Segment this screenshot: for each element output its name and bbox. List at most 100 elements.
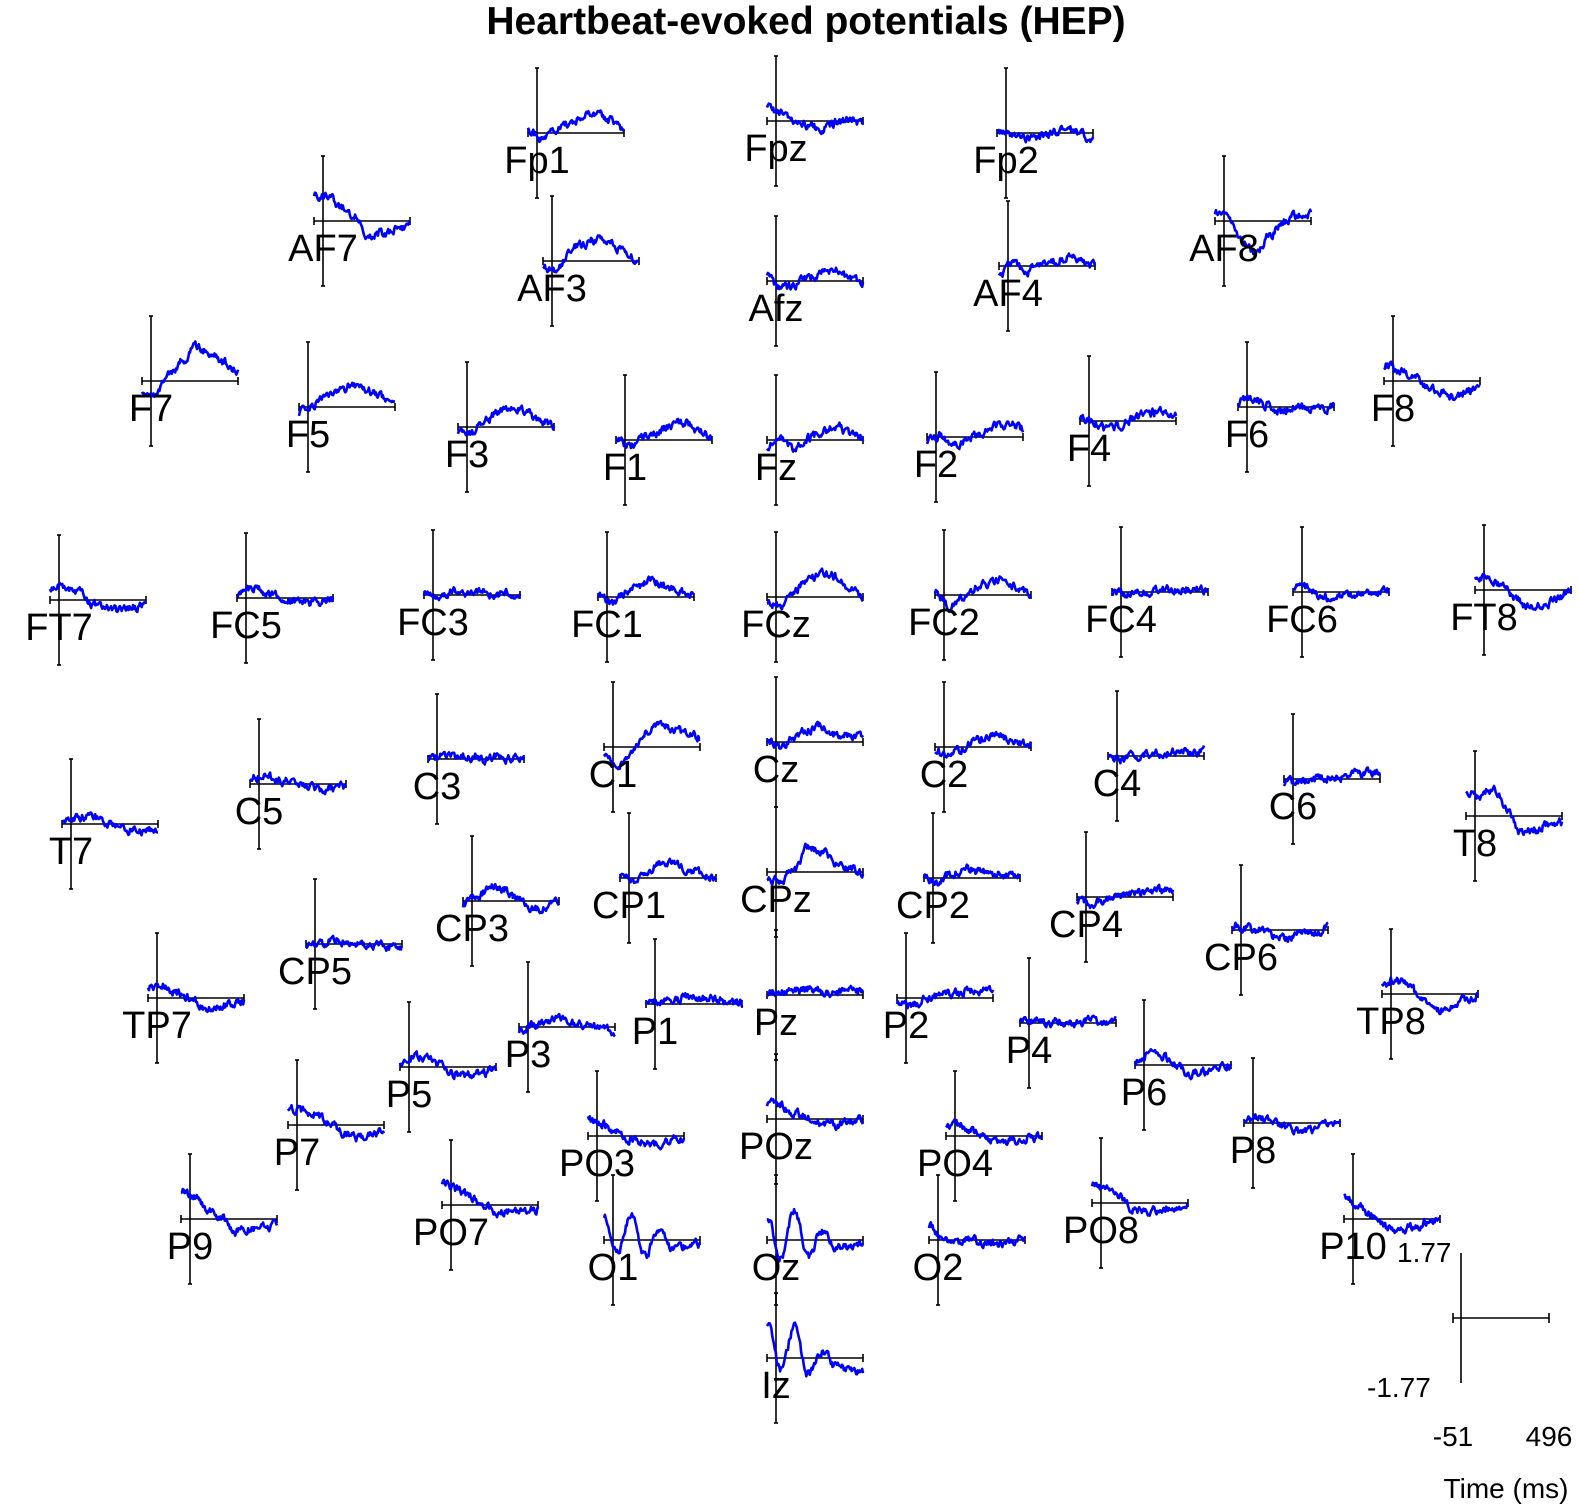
waveform-p2 <box>895 984 995 1010</box>
channel-af4: AF4 <box>973 200 1097 332</box>
channel-t8: T8 <box>1453 750 1564 882</box>
channel-label-p3: P3 <box>505 1034 551 1076</box>
scale-legend: 1.77 -1.77 -51 496 Time (ms) <box>1367 1237 1572 1504</box>
waveform-cp1 <box>618 857 718 885</box>
waveform-p3 <box>517 1012 616 1038</box>
channel-label-f5: F5 <box>286 414 330 456</box>
channel-label-iz: Iz <box>761 1365 791 1407</box>
channel-p10: P10 <box>1319 1153 1441 1285</box>
channel-label-f1: F1 <box>603 447 647 489</box>
channel-p6: P6 <box>1121 999 1233 1131</box>
waveform-oz <box>766 1207 865 1263</box>
channel-p9: P9 <box>167 1153 279 1285</box>
channel-c6: C6 <box>1269 713 1382 845</box>
channel-f7: F7 <box>129 315 240 447</box>
channel-c1: C1 <box>589 681 701 813</box>
channel-tp8: TP8 <box>1356 928 1480 1060</box>
channel-label-poz: POz <box>739 1126 813 1168</box>
channel-label-p6: P6 <box>1121 1072 1167 1114</box>
channel-cpz: CPz <box>740 806 865 938</box>
channel-fpz: Fpz <box>744 55 865 187</box>
channel-label-fc6: FC6 <box>1266 599 1338 641</box>
waveform-tp7 <box>146 982 246 1013</box>
channel-f2: F2 <box>914 371 1025 503</box>
channel-label-f7: F7 <box>129 388 173 430</box>
waveform-c5 <box>248 771 347 796</box>
channel-label-af4: AF4 <box>973 273 1043 315</box>
channel-label-t8: T8 <box>1453 823 1497 865</box>
waveform-f2 <box>925 420 1025 451</box>
channel-tp7: TP7 <box>122 932 246 1064</box>
waveform-cp4 <box>1075 883 1175 910</box>
channel-ft8: FT8 <box>1450 524 1573 656</box>
channel-label-f2: F2 <box>914 444 958 486</box>
channel-label-c2: C2 <box>920 754 969 796</box>
channel-p3: P3 <box>505 961 616 1093</box>
channel-p5: P5 <box>386 1001 498 1133</box>
waveform-c2 <box>934 730 1033 759</box>
channel-iz: Iz <box>761 1292 865 1424</box>
channel-fc1: FC1 <box>571 531 695 663</box>
channel-label-fc2: FC2 <box>908 602 980 644</box>
waveform-c6 <box>1282 766 1382 787</box>
waveform-f8 <box>1383 360 1481 402</box>
channel-label-po8: PO8 <box>1063 1210 1139 1252</box>
waveform-f5 <box>297 381 396 417</box>
channel-af8: AF8 <box>1189 155 1313 287</box>
channel-label-af3: AF3 <box>517 268 587 310</box>
channel-label-f6: F6 <box>1225 414 1269 456</box>
channel-label-af7: AF7 <box>288 228 358 270</box>
channel-label-fc4: FC4 <box>1085 599 1157 641</box>
waveform-cz <box>765 720 865 750</box>
channel-cp2: CP2 <box>896 812 1022 944</box>
waveform-c1 <box>602 719 701 771</box>
channel-label-po4: PO4 <box>917 1143 993 1185</box>
channel-cz: Cz <box>753 676 865 808</box>
channel-fc5: FC5 <box>210 532 335 664</box>
channel-fcz: FCz <box>741 531 864 663</box>
waveform-t7 <box>61 811 159 837</box>
waveform-po7 <box>440 1178 540 1219</box>
waveform-f7 <box>140 340 240 398</box>
channel-t7: T7 <box>49 758 159 890</box>
channel-label-p7: P7 <box>274 1132 320 1174</box>
channel-p2: P2 <box>883 932 995 1064</box>
waveform-cp6 <box>1231 921 1329 944</box>
channel-af3: AF3 <box>517 195 641 327</box>
channel-label-c4: C4 <box>1093 763 1142 805</box>
waveform-cp3 <box>461 882 561 915</box>
channel-label-c6: C6 <box>1269 786 1318 828</box>
channel-af7: AF7 <box>288 155 411 287</box>
channel-po4: PO4 <box>917 1070 1043 1202</box>
waveform-p8 <box>1243 1113 1342 1136</box>
channel-label-p2: P2 <box>883 1005 929 1047</box>
channel-label-cp4: CP4 <box>1049 904 1123 946</box>
waveform-af8 <box>1213 208 1313 256</box>
waveform-p4 <box>1018 1014 1117 1029</box>
waveform-f6 <box>1236 394 1336 416</box>
scale-legend-xmax: 496 <box>1526 1421 1573 1452</box>
waveform-fp2 <box>995 124 1095 144</box>
channel-label-p4: P4 <box>1006 1030 1052 1072</box>
channel-label-fp1: Fp1 <box>504 140 569 182</box>
channel-label-fpz: Fpz <box>744 128 807 170</box>
waveform-pz <box>766 984 865 999</box>
waveform-tp8 <box>1380 976 1480 1016</box>
channel-label-p9: P9 <box>167 1226 213 1268</box>
channel-fz: Fz <box>755 374 865 506</box>
waveform-fc6 <box>1292 581 1391 603</box>
channel-label-o1: O1 <box>588 1247 639 1289</box>
channel-label-cp3: CP3 <box>435 908 509 950</box>
channel-label-cp5: CP5 <box>278 951 352 993</box>
waveform-af4 <box>997 252 1097 278</box>
channel-label-ft7: FT7 <box>25 607 93 649</box>
waveform-c3 <box>427 750 526 766</box>
scale-legend-xmin: -51 <box>1433 1421 1473 1452</box>
waveform-poz <box>765 1097 865 1132</box>
channel-cp4: CP4 <box>1049 831 1175 963</box>
waveform-p7 <box>286 1103 386 1143</box>
channel-label-c5: C5 <box>235 791 284 833</box>
channel-label-cp2: CP2 <box>896 885 970 927</box>
waveform-f1 <box>614 417 713 450</box>
waveform-c4 <box>1107 745 1206 765</box>
